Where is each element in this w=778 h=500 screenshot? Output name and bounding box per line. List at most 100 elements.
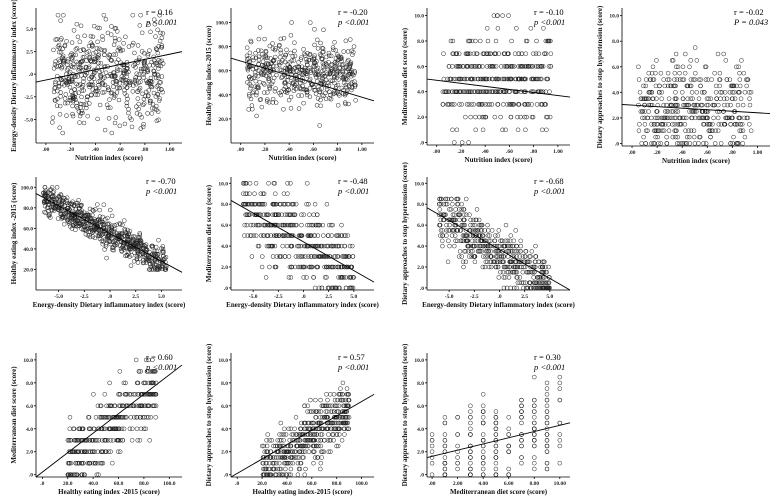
data-point (544, 269, 549, 275)
data-point (636, 128, 642, 133)
data-point (290, 455, 295, 460)
data-point (472, 238, 478, 244)
data-point (705, 115, 710, 121)
data-point (467, 212, 472, 217)
data-point (318, 432, 323, 437)
y-tick-label: .0 (420, 286, 424, 292)
data-point (489, 89, 495, 94)
data-point (259, 443, 265, 449)
data-point (535, 76, 540, 82)
data-point (691, 134, 697, 140)
data-point (288, 472, 293, 477)
data-point (56, 63, 61, 69)
data-points (240, 181, 356, 291)
data-point (53, 37, 58, 42)
regression-line (35, 193, 183, 273)
data-point (693, 70, 698, 76)
data-point (344, 254, 350, 259)
data-point (100, 241, 105, 247)
data-point (492, 238, 498, 244)
data-point (532, 426, 537, 432)
data-point (324, 275, 329, 280)
data-point (546, 264, 551, 270)
data-point (133, 357, 139, 363)
data-point (100, 90, 105, 95)
data-point (96, 55, 101, 61)
data-point (268, 61, 274, 66)
data-point (65, 100, 70, 106)
data-point (282, 201, 288, 207)
data-point (492, 114, 498, 120)
data-point (109, 227, 115, 233)
data-point (498, 269, 503, 275)
data-point (649, 70, 655, 76)
data-point (160, 246, 166, 252)
data-point (665, 109, 671, 114)
data-points (429, 374, 563, 477)
data-point (246, 107, 251, 112)
data-point (247, 181, 253, 186)
data-point (520, 269, 526, 275)
data-point (111, 247, 116, 253)
data-point (116, 403, 122, 409)
data-point (480, 432, 486, 437)
x-axis-title: Nutrition index (score) (465, 156, 534, 164)
data-point (543, 264, 548, 270)
data-point (479, 222, 485, 228)
data-point (273, 46, 278, 51)
data-point (81, 472, 87, 477)
data-point (248, 85, 253, 91)
data-point (534, 76, 539, 82)
data-point (146, 22, 151, 27)
data-point (429, 438, 435, 443)
data-point (108, 449, 113, 454)
data-point (127, 82, 133, 88)
data-point (675, 134, 680, 140)
x-tick-label: .80 (729, 150, 736, 156)
data-point (145, 67, 150, 72)
data-point (96, 83, 101, 88)
data-point (127, 426, 133, 432)
data-point (508, 243, 513, 249)
data-point (314, 212, 320, 217)
data-point (672, 128, 677, 133)
data-point (493, 64, 499, 69)
data-point (143, 244, 148, 249)
data-point (270, 466, 276, 472)
data-point (498, 238, 503, 244)
data-point (454, 127, 460, 133)
data-point (70, 64, 75, 70)
data-point (496, 76, 501, 82)
data-point (130, 12, 136, 18)
data-point (465, 38, 471, 44)
x-tick-label: 20.0 (257, 481, 267, 487)
data-point (67, 415, 73, 420)
data-point (56, 42, 62, 48)
data-point (273, 100, 279, 105)
data-point (513, 264, 518, 270)
data-point (55, 216, 61, 221)
data-point (494, 249, 499, 254)
data-point (480, 64, 485, 69)
data-point (332, 40, 337, 45)
data-point (529, 102, 534, 107)
data-point (711, 115, 716, 121)
data-point (441, 201, 446, 207)
data-point (738, 128, 744, 133)
data-point (244, 201, 250, 207)
data-point (636, 77, 642, 82)
data-point (443, 201, 449, 207)
data-point (506, 269, 511, 275)
data-point (158, 30, 163, 36)
data-point (480, 460, 486, 466)
data-point (519, 455, 524, 460)
data-point (505, 243, 510, 249)
data-point (666, 122, 671, 127)
data-point (262, 472, 267, 477)
x-axis-title: Energy-density Dietary inflammatory inde… (33, 301, 186, 309)
data-point (646, 70, 651, 76)
data-point (281, 35, 287, 41)
data-point (333, 243, 339, 249)
data-point (747, 96, 752, 101)
data-point (485, 259, 490, 265)
